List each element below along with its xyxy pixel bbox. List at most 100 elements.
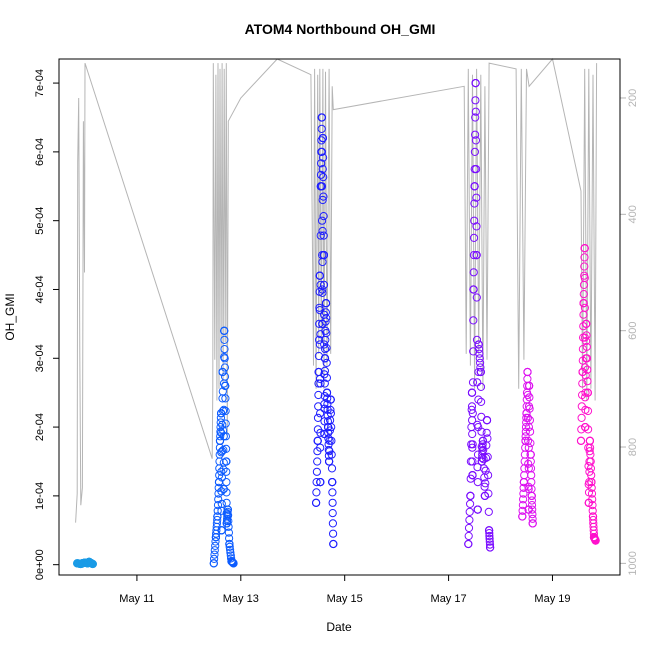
data-point	[579, 299, 588, 308]
data-point	[468, 457, 477, 466]
data-point	[472, 335, 482, 344]
data-point	[221, 432, 230, 441]
data-point	[471, 136, 480, 145]
data-point	[216, 418, 225, 427]
data-point	[314, 390, 323, 400]
y-tick-label: 1e-04	[34, 482, 46, 510]
data-point	[318, 226, 327, 236]
data-point	[470, 199, 479, 208]
data-point	[222, 467, 231, 476]
data-point	[472, 165, 481, 174]
data-point	[320, 354, 330, 363]
data-point	[221, 419, 230, 428]
series-5	[518, 367, 537, 528]
data-point	[217, 487, 226, 496]
data-point	[587, 483, 596, 492]
data-point	[218, 406, 228, 416]
data-point	[476, 382, 486, 391]
data-point	[213, 512, 222, 521]
data-point	[217, 473, 226, 482]
data-point	[328, 488, 337, 497]
data-point	[317, 113, 326, 122]
data-point	[588, 512, 598, 521]
data-point	[485, 534, 494, 544]
data-point	[480, 491, 490, 501]
data-point	[220, 335, 229, 344]
y-tick-label: 3e-04	[34, 344, 46, 372]
data-point	[485, 529, 494, 538]
data-point	[313, 457, 322, 466]
data-point	[468, 440, 477, 449]
x-tick-label: May 11	[119, 593, 154, 605]
right-tick-label: 200	[627, 89, 639, 107]
data-point	[322, 388, 332, 397]
data-point	[472, 293, 481, 302]
data-point	[84, 557, 94, 567]
data-point	[471, 113, 480, 122]
data-point	[582, 331, 591, 340]
data-point	[211, 541, 220, 551]
data-point	[319, 231, 328, 240]
data-point	[485, 537, 494, 546]
data-point	[322, 343, 331, 353]
data-point	[474, 340, 483, 349]
data-point	[316, 379, 325, 388]
series-2	[209, 326, 238, 568]
data-point	[477, 397, 486, 406]
data-point	[321, 308, 330, 317]
data-point	[225, 534, 234, 543]
data-point	[583, 365, 592, 374]
x-axis-label: Date	[326, 620, 352, 634]
data-point	[471, 107, 480, 116]
data-point	[523, 367, 532, 377]
data-point	[524, 459, 533, 468]
data-point	[471, 130, 480, 139]
data-point	[319, 250, 329, 260]
data-point	[482, 428, 491, 437]
data-point	[465, 515, 474, 525]
data-point	[580, 363, 590, 372]
data-point	[526, 450, 535, 459]
data-point	[519, 495, 528, 504]
data-point	[483, 434, 492, 443]
data-point	[469, 285, 478, 294]
data-point	[229, 559, 238, 568]
data-point	[226, 545, 235, 554]
data-point	[222, 457, 231, 466]
data-point	[468, 378, 478, 387]
data-point	[464, 539, 473, 549]
data-point	[474, 367, 483, 377]
data-point	[322, 358, 331, 367]
data-point	[321, 345, 330, 354]
data-point	[527, 496, 537, 505]
data-point	[580, 273, 589, 283]
data-point	[210, 550, 219, 559]
data-point	[318, 285, 327, 294]
data-point	[466, 491, 475, 501]
data-point	[472, 250, 481, 260]
data-point	[524, 381, 534, 390]
data-point	[578, 379, 587, 388]
data-point	[468, 443, 477, 452]
data-point	[317, 136, 326, 145]
right-tick-label: 600	[627, 321, 639, 339]
data-point	[312, 467, 321, 476]
right-tick-label: 800	[627, 438, 639, 456]
data-point	[327, 436, 336, 445]
data-point	[477, 427, 486, 436]
data-point	[317, 147, 326, 156]
pressure-trace-layer	[75, 57, 598, 523]
data-point	[316, 409, 325, 418]
data-point	[524, 505, 533, 514]
data-point	[484, 471, 493, 480]
data-point	[471, 78, 480, 88]
data-point	[227, 554, 236, 563]
data-point	[470, 182, 479, 191]
data-point	[525, 393, 534, 402]
data-point	[485, 540, 495, 549]
data-point	[476, 367, 485, 377]
data-point	[484, 526, 494, 535]
data-point	[317, 159, 326, 168]
data-point	[483, 452, 492, 461]
data-point	[474, 395, 483, 404]
